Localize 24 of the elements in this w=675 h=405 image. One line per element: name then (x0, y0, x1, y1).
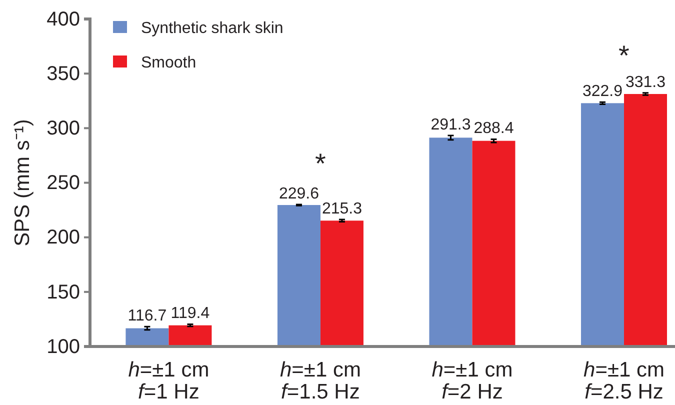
x-tick-label: h=±1 cm f=2 Hz (432, 358, 513, 404)
data-label: 291.3 (430, 116, 471, 134)
y-tick-label: 200 (46, 226, 80, 249)
x-tick-label: h=±1 cm f=1 Hz (128, 358, 210, 404)
annotation: * (315, 148, 326, 179)
y-tick-label: 300 (46, 118, 80, 140)
x-tick-label: h=±1 cm f=1.5 Hz (280, 358, 361, 404)
y-tick-label: 350 (46, 62, 80, 85)
y-axis-title: SPS (mm s⁻¹) (11, 119, 34, 246)
legend-label: Synthetic shark skin (141, 20, 284, 37)
data-label: 116.7 (128, 308, 167, 325)
annotation: * (618, 40, 630, 71)
data-label: 119.4 (170, 305, 210, 322)
y-tick-label: 250 (46, 172, 80, 194)
x-tick-label: h=±1 cm f=2.5 Hz (584, 358, 664, 404)
data-label: 215.3 (322, 200, 362, 218)
data-label: 229.6 (278, 185, 320, 202)
data-label: 322.9 (582, 83, 623, 100)
y-tick-label: 400 (46, 8, 80, 30)
data-label: 288.4 (474, 120, 514, 138)
y-tick-label: 150 (46, 281, 80, 304)
y-tick-label: 100 (46, 336, 80, 358)
legend-label: Smooth (141, 54, 196, 72)
data-label: 331.3 (625, 74, 666, 91)
